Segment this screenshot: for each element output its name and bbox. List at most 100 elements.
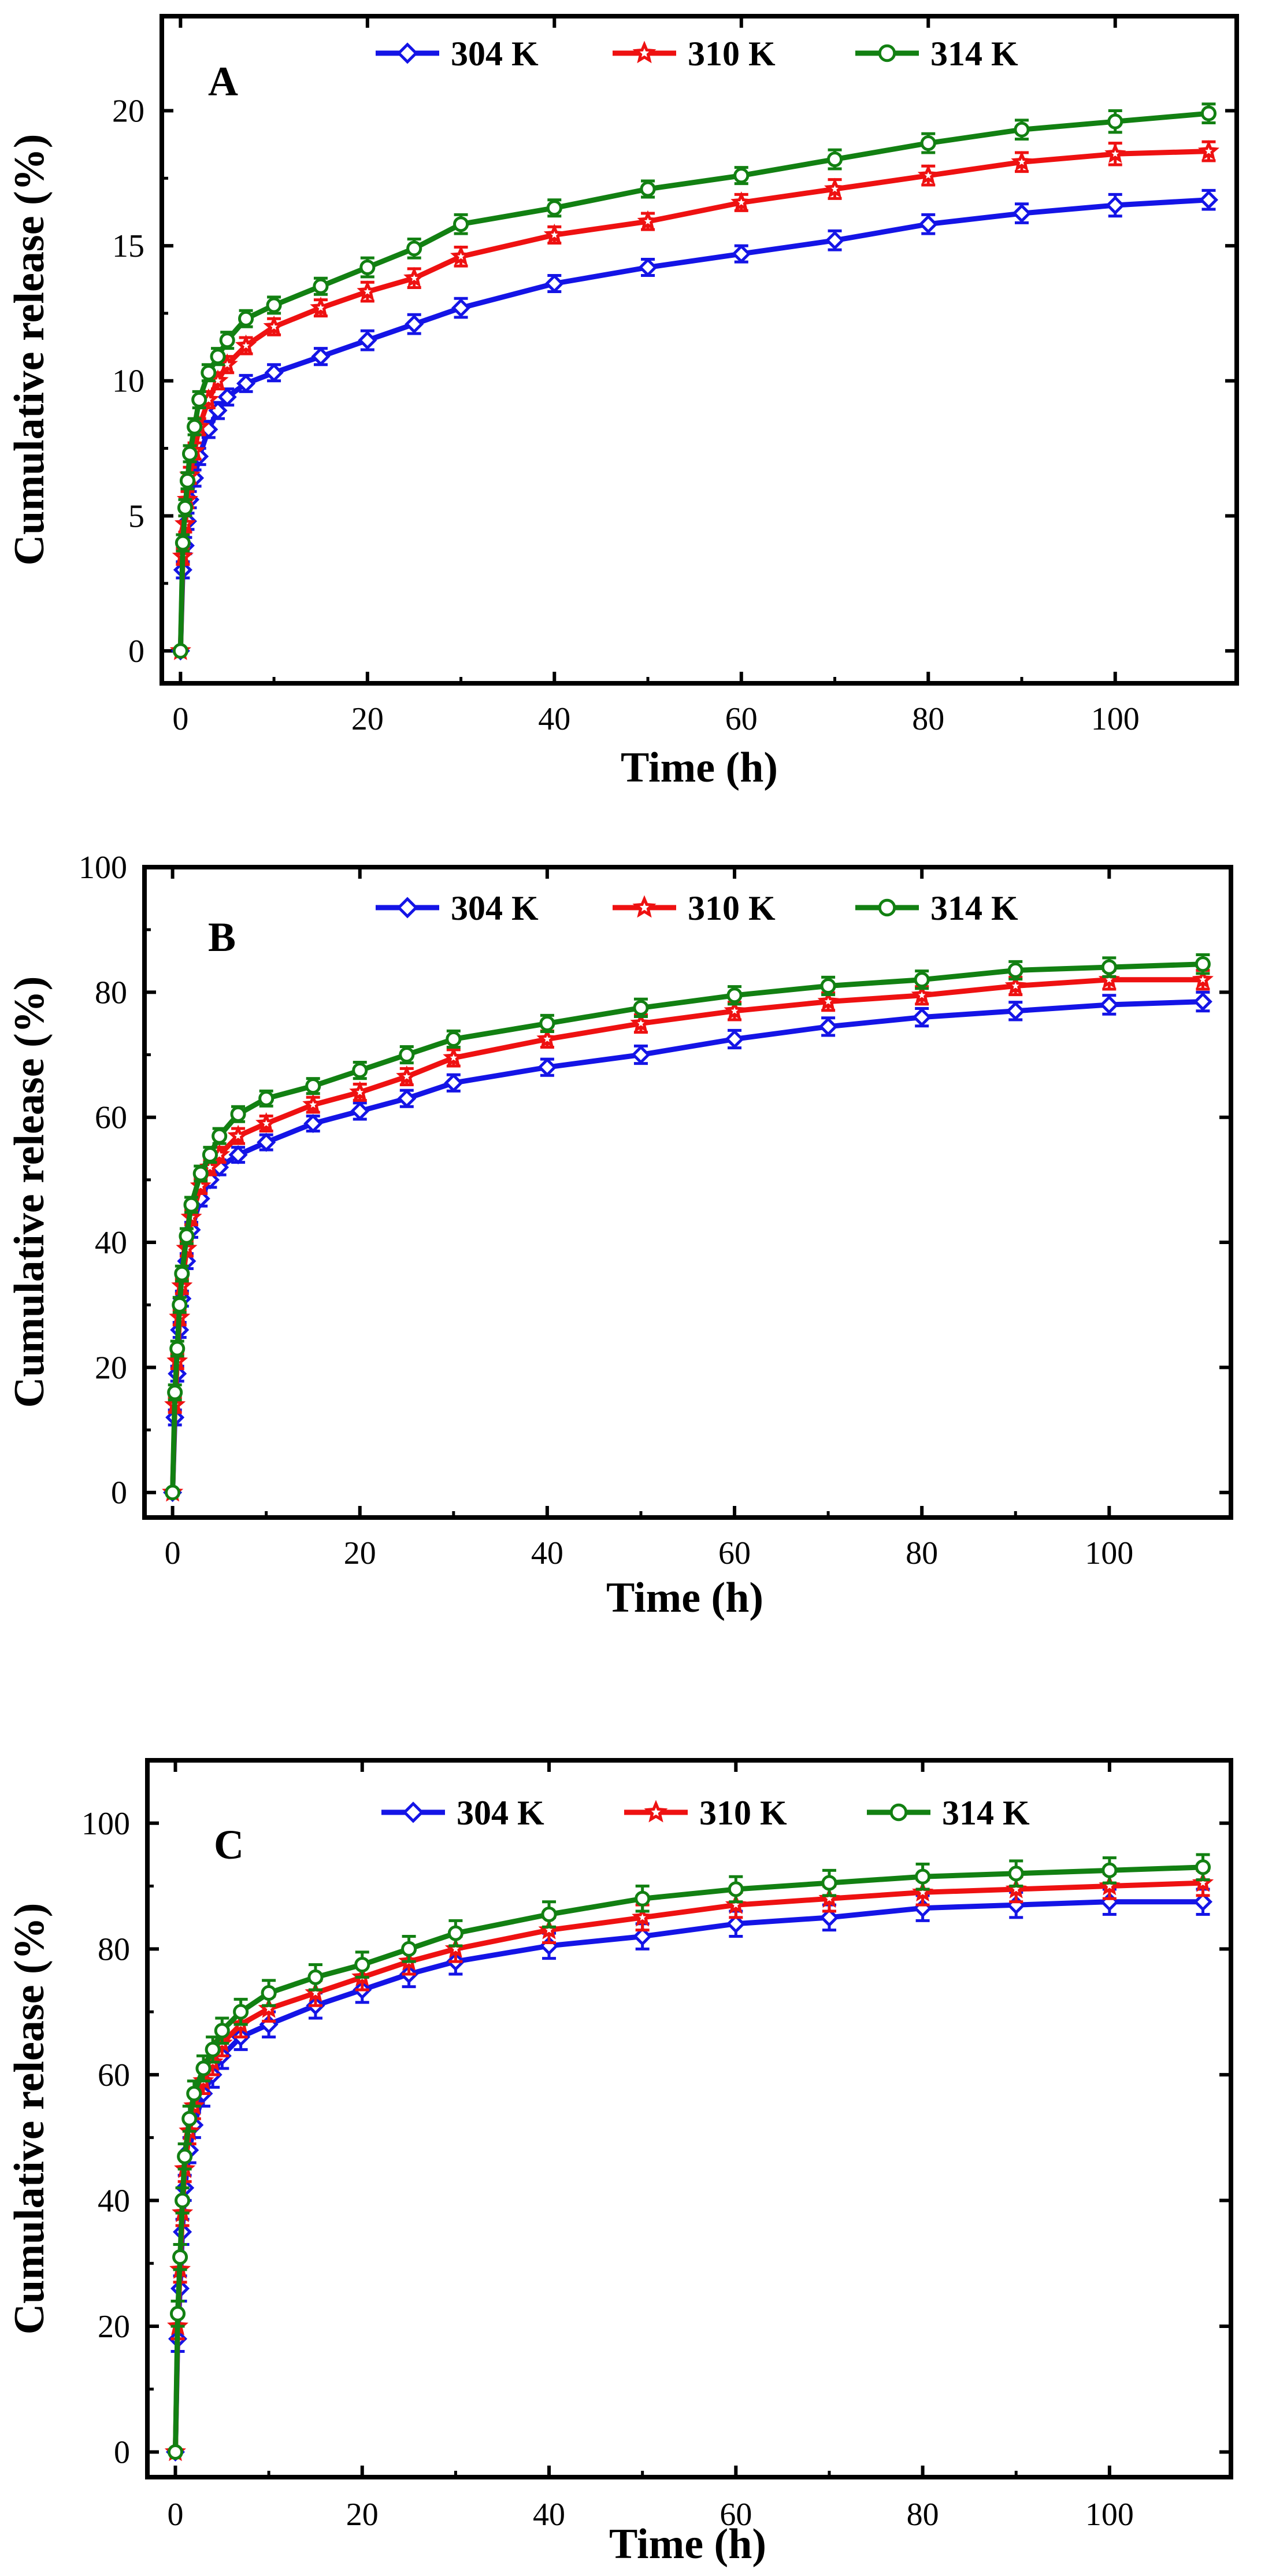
data-point <box>214 2023 230 2039</box>
y-axis-label: Cumulative release (%) <box>6 1903 53 2335</box>
data-point <box>358 331 377 350</box>
data-point <box>187 419 203 435</box>
x-tick-label: 20 <box>351 701 384 737</box>
data-point <box>186 2085 202 2102</box>
y-axis-label: Cumulative release (%) <box>6 976 53 1408</box>
data-point <box>264 363 284 383</box>
x-tick-label: 20 <box>346 2497 379 2533</box>
legend-label: 304 K <box>451 35 539 73</box>
x-tick-label: 60 <box>725 701 758 737</box>
data-point <box>192 1165 209 1182</box>
legend-marker <box>396 42 418 64</box>
y-tick-label: 20 <box>95 1350 127 1386</box>
data-point <box>201 365 217 381</box>
legend-label: 310 K <box>699 1794 787 1832</box>
series-line <box>173 1880 1203 2452</box>
legend-marker <box>644 1800 668 1823</box>
data-point <box>821 1875 837 1891</box>
plot-frame <box>160 14 1239 686</box>
data-point <box>1007 962 1023 979</box>
data-point <box>826 151 843 168</box>
data-point <box>350 1101 370 1121</box>
data-point <box>175 535 191 551</box>
data-point <box>1106 195 1125 215</box>
data-point <box>817 990 839 1011</box>
data-point <box>447 1925 463 1941</box>
data-point <box>255 1112 277 1133</box>
y-tick-label: 0 <box>114 2434 130 2470</box>
data-point <box>238 310 254 327</box>
data-point <box>352 1063 368 1079</box>
data-point <box>820 978 836 994</box>
data-point <box>638 257 658 277</box>
plot-frame <box>142 865 1233 1520</box>
data-point <box>399 1046 415 1063</box>
data-point <box>179 473 196 489</box>
series-line <box>177 149 1209 652</box>
data-point <box>212 1128 228 1144</box>
y-tick-label: 0 <box>128 634 144 669</box>
data-point <box>181 2111 198 2127</box>
data-point <box>917 164 939 185</box>
data-point <box>349 1080 371 1102</box>
data-point <box>819 1908 839 1927</box>
legend-label: 310 K <box>688 889 776 927</box>
data-point <box>235 334 257 355</box>
data-point <box>175 2192 191 2208</box>
data-point <box>202 1147 218 1163</box>
data-point <box>920 135 936 151</box>
data-point <box>1197 140 1220 161</box>
y-tick-label: 100 <box>81 1806 130 1842</box>
panel-a: 0 20 40 60 80 100 0 5 10 15 20 A 304 K 310 K 314 K … <box>0 0 1261 827</box>
data-point <box>401 1941 417 1957</box>
data-point <box>359 259 376 276</box>
data-point <box>1192 968 1214 989</box>
data-point <box>396 1065 418 1086</box>
chart-b: 0 20 40 60 80 100 0 20 40 60 80 100 B 304 K 310 K 31… <box>6 850 1233 1622</box>
data-point <box>543 223 565 245</box>
legend-label: 310 K <box>688 35 776 73</box>
data-point <box>179 1228 195 1244</box>
x-tick-label: 0 <box>165 1535 181 1571</box>
legend-marker <box>889 1803 908 1822</box>
data-point <box>397 1089 417 1108</box>
data-point <box>637 210 659 231</box>
y-tick-label: 10 <box>112 364 144 399</box>
data-point <box>228 1145 248 1165</box>
x-tick-label: 80 <box>906 1535 938 1571</box>
legend-marker <box>632 40 657 64</box>
y-tick-label: 80 <box>98 1931 130 1967</box>
legend: 304 K 310 K 314 K <box>376 35 1018 73</box>
data-point <box>307 1969 324 1985</box>
data-point <box>1107 113 1123 129</box>
data-point <box>257 1132 276 1152</box>
legend-label: 314 K <box>930 35 1018 73</box>
data-point <box>1200 105 1217 121</box>
x-tick-label: 20 <box>344 1535 376 1571</box>
data-point <box>915 1868 931 1885</box>
data-point <box>825 231 845 250</box>
panel-c: 0 20 40 60 80 100 0 20 40 60 80 100 C 304 K 310 K 31… <box>0 1682 1261 2576</box>
data-point <box>1006 1001 1025 1021</box>
data-point <box>1199 190 1219 210</box>
data-point <box>1011 150 1033 172</box>
legend-marker <box>878 44 896 62</box>
data-point <box>537 1057 557 1077</box>
data-point <box>177 499 193 516</box>
data-point <box>1008 1866 1024 1882</box>
data-point <box>450 245 472 266</box>
x-tick-label: 60 <box>719 2497 752 2533</box>
data-point <box>446 1031 462 1048</box>
x-tick-label: 60 <box>718 1535 751 1571</box>
data-point <box>217 387 237 407</box>
series-line <box>170 977 1203 1493</box>
data-point <box>195 2060 212 2077</box>
data-point <box>357 280 379 301</box>
data-point <box>405 314 424 334</box>
data-point <box>1104 142 1126 164</box>
data-point <box>233 2004 249 2020</box>
x-tick-label: 40 <box>531 1535 563 1571</box>
data-point <box>183 1197 199 1213</box>
data-point <box>1014 121 1030 138</box>
